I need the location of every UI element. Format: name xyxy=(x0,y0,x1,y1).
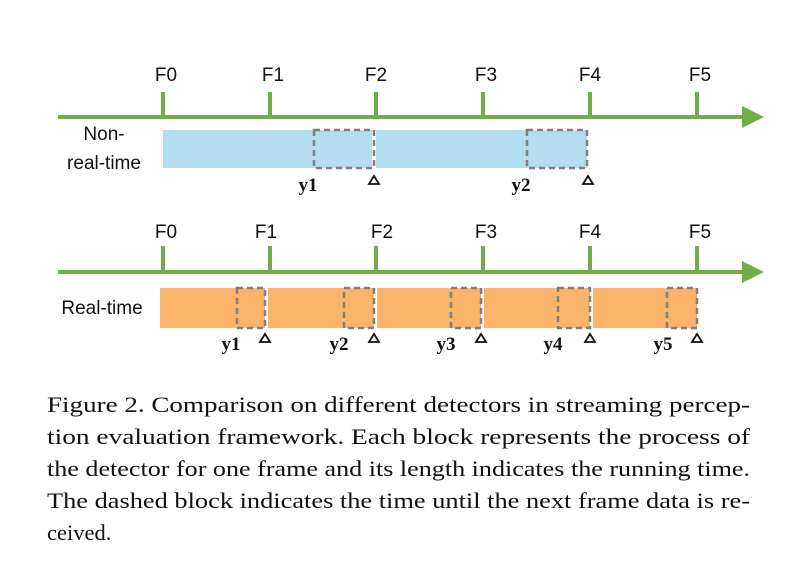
output-label: y2 xyxy=(330,334,349,355)
axis-arrow xyxy=(742,261,764,283)
output-label: y3 xyxy=(437,334,456,355)
frame-label: F1 xyxy=(262,65,284,86)
caption-line: ceived. xyxy=(47,520,111,545)
process-block xyxy=(484,288,590,328)
process-block xyxy=(160,288,265,328)
ticks xyxy=(161,92,699,117)
output-label: y5 xyxy=(654,334,673,355)
wait-block xyxy=(312,128,376,170)
output-label: y2 xyxy=(512,175,531,196)
output-marker xyxy=(367,174,381,185)
frame-label: F5 xyxy=(689,65,711,86)
frame-label: F3 xyxy=(475,65,497,86)
output-marker xyxy=(367,332,381,343)
wait-block xyxy=(235,286,267,330)
wait-block xyxy=(342,286,376,330)
output-marker xyxy=(690,332,704,343)
wait-block xyxy=(449,286,483,330)
frame-label: F3 xyxy=(475,222,497,243)
frame-label: F4 xyxy=(579,65,602,86)
output-marker xyxy=(581,174,595,185)
frame-label: F2 xyxy=(365,65,387,86)
row-label: Non- xyxy=(83,124,124,145)
caption-line: tion evaluation framework. Each block re… xyxy=(47,424,751,449)
process-block xyxy=(377,288,481,328)
frame-label: F0 xyxy=(155,222,177,243)
row-label: real-time xyxy=(67,153,141,174)
output-marker xyxy=(474,332,488,343)
output-label: y1 xyxy=(222,334,241,355)
wait-block xyxy=(556,286,592,330)
wait-block xyxy=(665,286,699,330)
wait-block xyxy=(525,128,589,170)
caption-line: The dashed block indicates the time unti… xyxy=(47,488,750,513)
frame-label: F1 xyxy=(255,222,277,243)
process-block xyxy=(268,288,374,328)
process-block xyxy=(593,288,697,328)
output-marker xyxy=(583,332,597,343)
frame-label: F4 xyxy=(579,222,602,243)
frame-label: F0 xyxy=(155,65,177,86)
row-label: Real-time xyxy=(61,298,142,319)
frame-label: F5 xyxy=(689,222,711,243)
caption-line: the detector for one frame and its lengt… xyxy=(47,456,750,481)
caption-line: Figure 2. Comparison on different detect… xyxy=(47,392,750,417)
output-marker xyxy=(258,332,272,343)
output-label: y1 xyxy=(299,175,318,196)
output-label: y4 xyxy=(544,334,564,355)
axis-arrow xyxy=(742,106,764,128)
frame-label: F2 xyxy=(371,222,393,243)
